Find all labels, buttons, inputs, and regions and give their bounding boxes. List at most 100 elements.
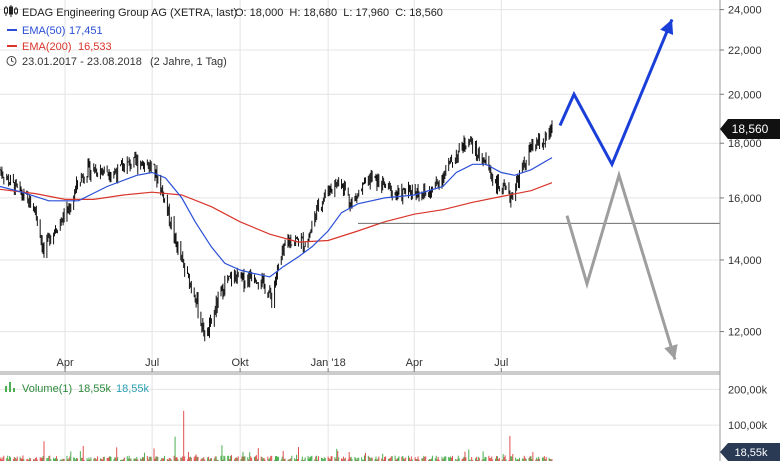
volume-bar	[385, 456, 387, 461]
volume-bar	[61, 459, 63, 461]
volume-bar	[335, 458, 337, 461]
volume-bar	[284, 458, 286, 461]
volume-bar	[123, 457, 125, 461]
volume-bar	[510, 456, 512, 461]
volume-bar	[504, 455, 506, 461]
volume-bar	[324, 458, 326, 461]
volume-bar	[106, 457, 108, 461]
volume-bar	[128, 455, 130, 461]
volume-bar	[416, 459, 418, 461]
volume-bar	[308, 458, 310, 461]
volume-bar	[288, 459, 290, 461]
volume-bar	[388, 458, 390, 461]
volume-bar	[549, 459, 551, 461]
volume-bar	[56, 458, 58, 461]
volume-bar	[397, 457, 399, 461]
volume-bar	[127, 458, 129, 461]
volume-bar	[154, 458, 156, 461]
volume-bar	[86, 458, 88, 461]
volume-bar	[481, 459, 483, 461]
volume-bar	[3, 455, 5, 461]
volume-bar	[532, 452, 534, 461]
volume-bar	[323, 457, 325, 461]
volume-bar	[310, 456, 312, 461]
volume-bar	[33, 459, 35, 461]
volume-bar	[341, 459, 343, 461]
volume-bar	[122, 458, 124, 461]
volume-bar	[120, 459, 122, 461]
scenario-down-arrow-head	[664, 344, 678, 360]
volume-bar	[81, 457, 83, 461]
volume-bar	[550, 459, 552, 461]
volume-bar	[146, 456, 148, 461]
volume-bar	[164, 455, 166, 461]
scenario-up-arrow	[558, 18, 674, 168]
volume-bar	[449, 457, 451, 461]
volume-bar	[117, 457, 119, 461]
volume-bar	[50, 459, 52, 461]
candlestick-icon	[4, 5, 18, 17]
volume-bar	[148, 456, 150, 461]
volume-bar	[220, 455, 222, 461]
price-grid	[0, 0, 720, 372]
volume-bar	[204, 459, 206, 461]
volume-bar	[271, 455, 273, 461]
volume-bar	[236, 457, 238, 461]
volume-bar	[297, 447, 299, 461]
volume-bar	[463, 456, 465, 461]
volume-bar	[268, 459, 270, 461]
volume-bar	[296, 454, 298, 461]
volume-bar	[478, 457, 480, 461]
volume-bar	[216, 459, 218, 461]
volume-bar	[63, 458, 65, 461]
volume-bar	[89, 459, 91, 461]
volume-bar	[264, 459, 266, 461]
volume-bar	[441, 456, 443, 461]
volume-bar	[177, 459, 179, 461]
volume-bar	[256, 459, 258, 461]
volume-bar	[529, 456, 531, 461]
volume-bar	[370, 457, 372, 461]
volume-bar	[491, 456, 493, 461]
volume-bar	[187, 451, 189, 461]
volume-bar	[367, 455, 369, 461]
volume-bar	[429, 459, 431, 461]
volume-bar	[143, 457, 145, 461]
volume-bar	[545, 457, 547, 461]
volume-bar	[189, 456, 191, 461]
volume-bar	[227, 455, 229, 461]
volume-bar	[129, 458, 131, 461]
volume-bar	[170, 459, 172, 461]
volume-bar	[328, 458, 330, 461]
volume-bar	[188, 457, 190, 461]
volume-bar	[290, 458, 292, 461]
volume-bar	[130, 458, 132, 461]
volume-bar	[7, 455, 9, 461]
volume-bar	[488, 455, 490, 461]
volume-bar	[543, 455, 545, 461]
volume-bar	[536, 457, 538, 461]
volume-bar	[472, 459, 474, 461]
volume-bar	[193, 457, 195, 461]
volume-bar	[330, 456, 332, 461]
volume-bar	[82, 445, 84, 461]
clock-icon	[6, 56, 17, 66]
volume-bar	[116, 447, 118, 461]
volume-bar	[247, 457, 249, 461]
volume-bar	[542, 457, 544, 461]
volume-bar	[54, 458, 56, 461]
volume-bar	[228, 455, 230, 461]
volume-bar	[334, 457, 336, 461]
volume-bar	[394, 455, 396, 461]
volume-bar	[501, 459, 503, 461]
volume-bar	[257, 448, 259, 461]
volume-bar	[395, 459, 397, 461]
volume-bar	[350, 456, 352, 461]
volume-bar	[530, 455, 532, 461]
volume-bar	[539, 458, 541, 461]
volume-bar	[450, 456, 452, 461]
volume-bar	[337, 451, 339, 461]
volume-bar	[315, 456, 317, 461]
scenario-arrows	[558, 18, 678, 360]
scenario-down-arrow	[565, 170, 677, 360]
